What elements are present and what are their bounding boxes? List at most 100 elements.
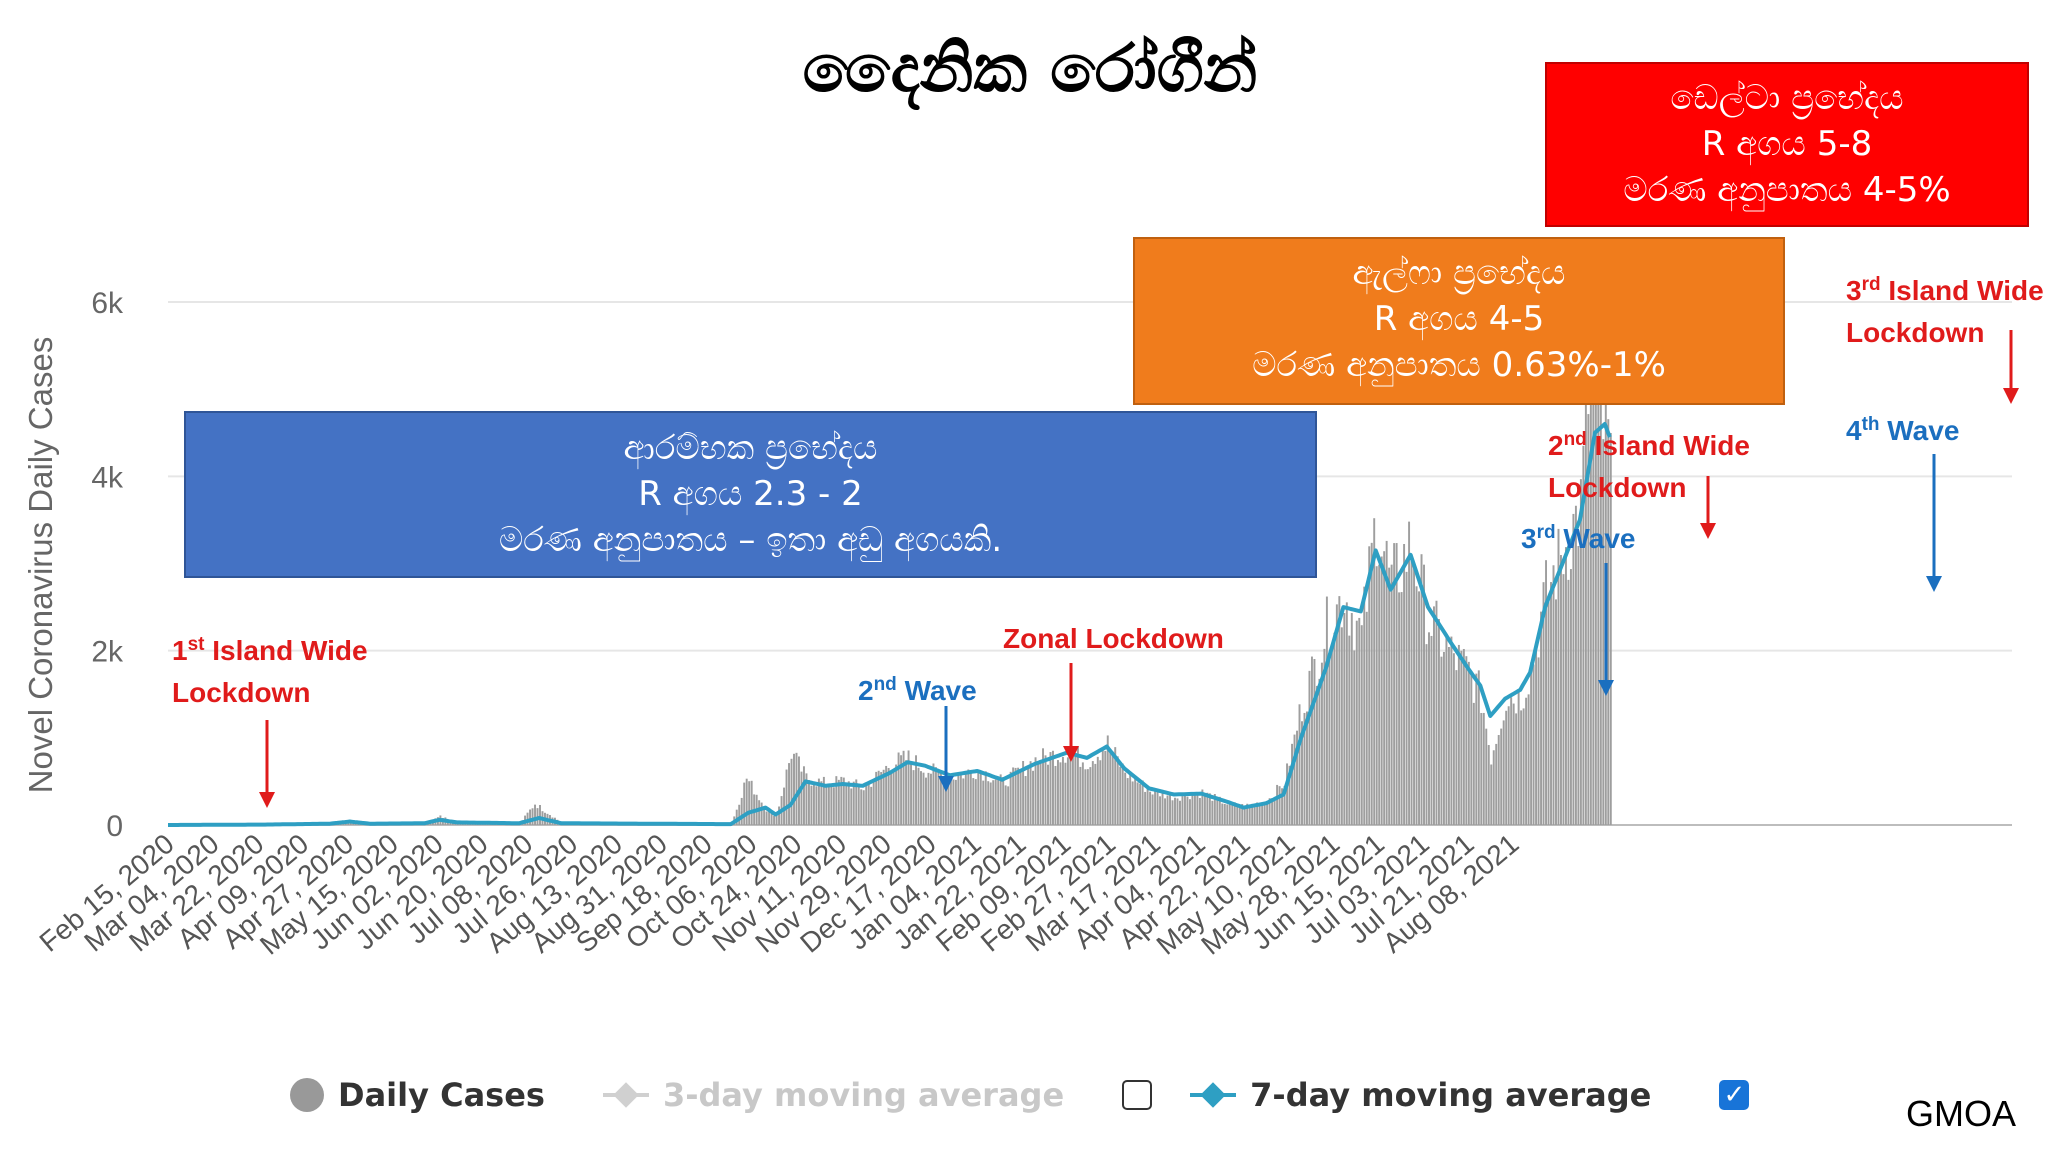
- daily-case-bar: [1582, 445, 1585, 825]
- daily-case-bar: [1012, 767, 1015, 825]
- daily-case-bar: [1515, 713, 1518, 825]
- daily-case-bar: [827, 785, 830, 825]
- 7day-average-checkbox[interactable]: ✓: [1719, 1080, 1750, 1110]
- daily-case-bar: [1378, 564, 1381, 825]
- daily-case-bar: [1350, 613, 1353, 825]
- daily-case-bar: [1517, 689, 1520, 825]
- y-tick-label: 6k: [91, 287, 124, 320]
- daily-case-bar: [1296, 730, 1298, 825]
- legend-7day-average[interactable]: 7-day moving average: [1190, 1076, 1651, 1114]
- daily-case-bar: [1216, 796, 1219, 825]
- daily-case-bar: [910, 761, 913, 825]
- daily-case-bar: [1081, 762, 1084, 825]
- daily-case-bar: [1179, 800, 1181, 825]
- daily-case-bar: [1547, 595, 1550, 825]
- daily-case-bar: [1198, 797, 1201, 825]
- daily-case-bar: [1037, 762, 1040, 825]
- daily-case-bar: [1191, 794, 1194, 825]
- daily-case-bar: [877, 770, 880, 825]
- daily-case-bar: [1340, 627, 1343, 825]
- daily-case-bar: [1096, 756, 1099, 825]
- daily-case-bar: [1398, 592, 1401, 825]
- daily-case-bar: [845, 784, 848, 825]
- legend-daily-cases[interactable]: Daily Cases: [290, 1076, 545, 1114]
- daily-case-bar: [1211, 800, 1214, 825]
- daily-case-bar: [817, 778, 820, 825]
- daily-case-bar: [1293, 734, 1296, 825]
- daily-case-bar: [1061, 756, 1064, 825]
- daily-case-bar: [1403, 544, 1406, 825]
- legend-3day-average[interactable]: 3-day moving average: [602, 1076, 1064, 1114]
- daily-case-bar: [1560, 555, 1562, 825]
- daily-case-bar: [959, 773, 962, 825]
- daily-case-bar: [534, 804, 536, 825]
- daily-case-bar: [1151, 794, 1154, 825]
- daily-case-bar: [1557, 528, 1560, 825]
- daily-case-bar: [885, 765, 888, 825]
- daily-case-bar: [1276, 784, 1279, 825]
- daily-case-bar: [1395, 543, 1398, 825]
- daily-case-bar: [1360, 625, 1363, 825]
- daily-case-bar: [748, 781, 751, 825]
- daily-case-bar: [1587, 414, 1590, 825]
- daily-case-bar: [1589, 330, 1592, 825]
- daily-case-bar: [1452, 653, 1455, 825]
- daily-case-bar: [1223, 803, 1226, 825]
- original-variant-box: ආරම්භක ප්‍රභේදය R අගය 2.3 - 2 මරණ අනුපාත…: [184, 411, 1317, 578]
- daily-case-bar: [1116, 756, 1119, 825]
- daily-case-bar: [1218, 796, 1221, 825]
- daily-case-bar: [952, 779, 955, 825]
- annotation-label: 2nd Wave: [858, 674, 977, 706]
- daily-case-bar: [860, 789, 863, 825]
- daily-case-bar: [539, 805, 541, 825]
- annotation: 2nd Island Wide Lockdown: [1548, 429, 1750, 539]
- 3day-average-checkbox[interactable]: [1122, 1080, 1153, 1110]
- daily-case-bar: [1542, 582, 1545, 825]
- daily-case-bar: [1146, 788, 1149, 825]
- daily-case-bar: [1487, 745, 1490, 825]
- daily-case-bar: [1054, 765, 1057, 825]
- daily-case-bar: [850, 788, 853, 825]
- daily-case-bar: [1480, 712, 1483, 825]
- daily-case-bar: [1592, 358, 1595, 825]
- daily-case-bar: [775, 815, 778, 825]
- daily-case-bar: [1164, 798, 1167, 825]
- daily-case-bar: [1233, 802, 1236, 825]
- annotation-label-line2: Lockdown: [172, 677, 310, 708]
- daily-case-bar: [987, 781, 990, 825]
- daily-case-bar: [1405, 571, 1408, 825]
- daily-case-bar: [1213, 793, 1216, 825]
- y-axis-label: Novel Coronavirus Daily Cases: [22, 337, 59, 794]
- daily-case-bar: [1450, 636, 1453, 825]
- daily-case-bar: [1428, 632, 1430, 825]
- daily-case-bar: [1027, 768, 1030, 825]
- daily-case-bar: [942, 782, 945, 825]
- 3day-average-line-icon: [602, 1078, 649, 1112]
- annotation-label: 3rd Island Wide: [1846, 274, 2044, 306]
- daily-case-bar: [972, 778, 975, 825]
- daily-case-bar: [793, 753, 795, 825]
- daily-case-bar: [738, 804, 741, 825]
- daily-case-bar: [1333, 632, 1336, 825]
- daily-case-bar: [1136, 782, 1139, 825]
- daily-case-bar: [1258, 805, 1261, 825]
- daily-case-bar: [1139, 783, 1142, 825]
- daily-case-bar: [1243, 808, 1246, 825]
- annotation-label-line2: Lockdown: [1846, 317, 1984, 348]
- daily-case-bar: [825, 786, 828, 825]
- alpha-variant-box: ඇල්ෆා ප්‍රභේදය R අගය 4-5 මරණ අනුපාතය 0.6…: [1133, 237, 1785, 405]
- daily-case-bar: [765, 811, 768, 825]
- daily-case-bar: [1049, 752, 1052, 825]
- daily-case-bar: [1390, 564, 1393, 825]
- daily-case-bar: [984, 771, 987, 825]
- annotations: 1st Island Wide Lockdown 2nd Wave Zonal Loc…: [172, 274, 2044, 808]
- daily-case-bar: [1415, 586, 1418, 825]
- daily-case-bar: [1256, 802, 1259, 825]
- daily-case-bar: [1602, 439, 1605, 825]
- 7day-average-line-icon: [1190, 1078, 1237, 1112]
- daily-case-bar: [1345, 602, 1348, 825]
- daily-case-bar: [954, 779, 957, 825]
- daily-case-bar: [1303, 712, 1306, 825]
- daily-case-bar: [1071, 753, 1074, 825]
- daily-case-bar: [745, 778, 748, 825]
